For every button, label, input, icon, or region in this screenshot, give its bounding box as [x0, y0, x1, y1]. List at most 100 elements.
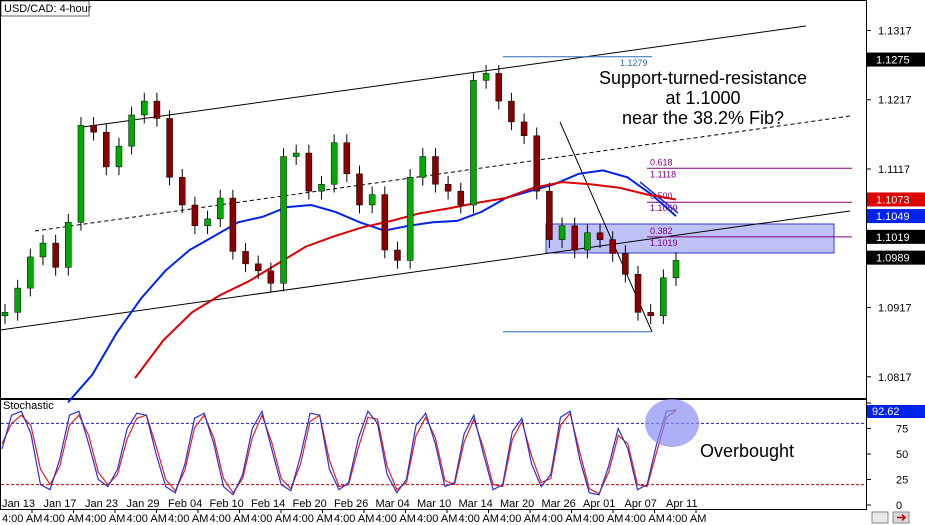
scroll-left-button[interactable]: [871, 511, 889, 524]
candlestick-series: [1, 65, 680, 325]
candle-body: [622, 253, 629, 275]
date-label: Feb 14: [251, 498, 285, 510]
time-label: 4:00 AM: [85, 513, 125, 525]
stochastic-d-line: [1, 410, 677, 495]
price-tag-box: [867, 229, 925, 244]
price-tag-label: 1.1275: [876, 55, 910, 67]
time-label: 4:00 AM: [417, 513, 457, 525]
stochastic-tick-label: 75: [896, 424, 908, 436]
price-tag-box: [867, 192, 925, 207]
candle-body: [419, 156, 427, 178]
fib-price-label: 1.1069: [650, 203, 678, 213]
candle-body: [533, 135, 540, 192]
date-label: Feb 04: [168, 498, 202, 510]
candle-body: [520, 121, 528, 136]
price-panel-border: [0, 0, 867, 399]
price-tag-box: [867, 52, 925, 67]
time-label: 4:00 AM: [2, 513, 42, 525]
candle-body: [571, 225, 578, 251]
candle-body: [27, 256, 34, 289]
date-label: Mar 04: [376, 498, 410, 510]
candle-body: [482, 73, 490, 81]
price-tag-box: [867, 250, 925, 265]
candle-body: [596, 232, 604, 240]
candle-body: [141, 100, 148, 116]
time-label: 4:00 AM: [583, 513, 623, 525]
candle-body: [153, 100, 161, 119]
candle-body: [90, 125, 97, 133]
time-label: 4:00 AM: [251, 513, 291, 525]
candle-body: [432, 156, 439, 185]
candle-body: [508, 100, 515, 123]
candle-body: [672, 260, 680, 278]
date-label: Mar 10: [417, 498, 451, 510]
chart-title-box: [0, 0, 90, 17]
time-label: 4:00 AM: [459, 513, 499, 525]
stochastic-tick-label: 0: [896, 500, 902, 512]
candle-body: [444, 183, 452, 192]
candle-body: [216, 197, 224, 220]
time-label: 4:00 AM: [500, 513, 540, 525]
price-tick-label: 1.0917: [878, 303, 912, 315]
candle-body: [128, 114, 135, 147]
time-label: 4:00 AM: [542, 513, 582, 525]
date-label: Feb 10: [210, 498, 244, 510]
price-tick-label: 1.1317: [878, 25, 912, 37]
date-label: Mar 14: [459, 498, 493, 510]
candle-body: [356, 173, 363, 206]
price-tick-label: 1.1117: [878, 164, 910, 176]
candle-body: [229, 197, 237, 252]
candle-body: [394, 249, 401, 261]
moving-average-blue: [67, 169, 677, 404]
stochastic-tick-label: 25: [896, 475, 908, 487]
annotation-line-1: Support-turned-resistance: [599, 68, 807, 88]
candle-body: [343, 142, 351, 175]
candle-body: [280, 156, 287, 284]
stochastic-axis: 75 50 25 0: [866, 402, 908, 512]
candle-body: [368, 194, 376, 206]
time-label: 4:00 AM: [334, 513, 374, 525]
fib-ratio-label: 0.618: [650, 157, 673, 167]
date-label: Feb 20: [293, 498, 327, 510]
candle-body: [406, 177, 414, 261]
date-label: Apr 11: [666, 498, 698, 510]
time-label: 4:00 AM: [168, 513, 208, 525]
time-label: 4:00 AM: [127, 513, 167, 525]
scroll-right-arrow-icon: [897, 513, 907, 522]
candle-body: [166, 118, 173, 178]
candle-body: [14, 287, 21, 313]
channel-lines: [0, 25, 851, 331]
date-label: Apr 01: [583, 498, 615, 510]
candle-body: [318, 183, 325, 192]
date-label: Jan 17: [44, 498, 77, 510]
candle-body: [65, 222, 72, 268]
date-label: Feb 26: [334, 498, 368, 510]
candle-body: [495, 73, 503, 102]
candle-body: [470, 80, 477, 206]
price-tag-label: 1.1019: [876, 232, 910, 244]
time-label: 4:00 AM: [44, 513, 84, 525]
overbought-annotation: Overbought: [700, 441, 794, 461]
annotation-line-2: at 1.1000: [665, 88, 740, 108]
candle-body: [305, 152, 313, 192]
candle-body: [292, 152, 300, 157]
stochastic-value-tag: [867, 405, 925, 418]
price-tag-label: 1.0989: [876, 253, 910, 265]
price-tick-label: 1.0817: [878, 372, 912, 384]
candle-body: [115, 145, 123, 168]
stochastic-tick-label: 50: [896, 449, 908, 461]
moving-average-red: [134, 181, 677, 379]
candle-body: [77, 125, 85, 223]
channel-upper-line: [82, 25, 807, 128]
fib-price-label: 1.1118: [650, 169, 676, 179]
date-label: Apr 07: [625, 498, 657, 510]
price-tick-label: 1.1217: [878, 95, 912, 107]
stochastic-value-label: 92.62: [872, 406, 900, 418]
date-label: Mar 26: [542, 498, 576, 510]
date-label: Jan 29: [127, 498, 160, 510]
stochastic-oscillator: Stochastic Overbought: [1, 399, 866, 496]
date-label: Jan 13: [2, 498, 35, 510]
chart-title: USD/CAD: 4-hour: [4, 3, 92, 15]
